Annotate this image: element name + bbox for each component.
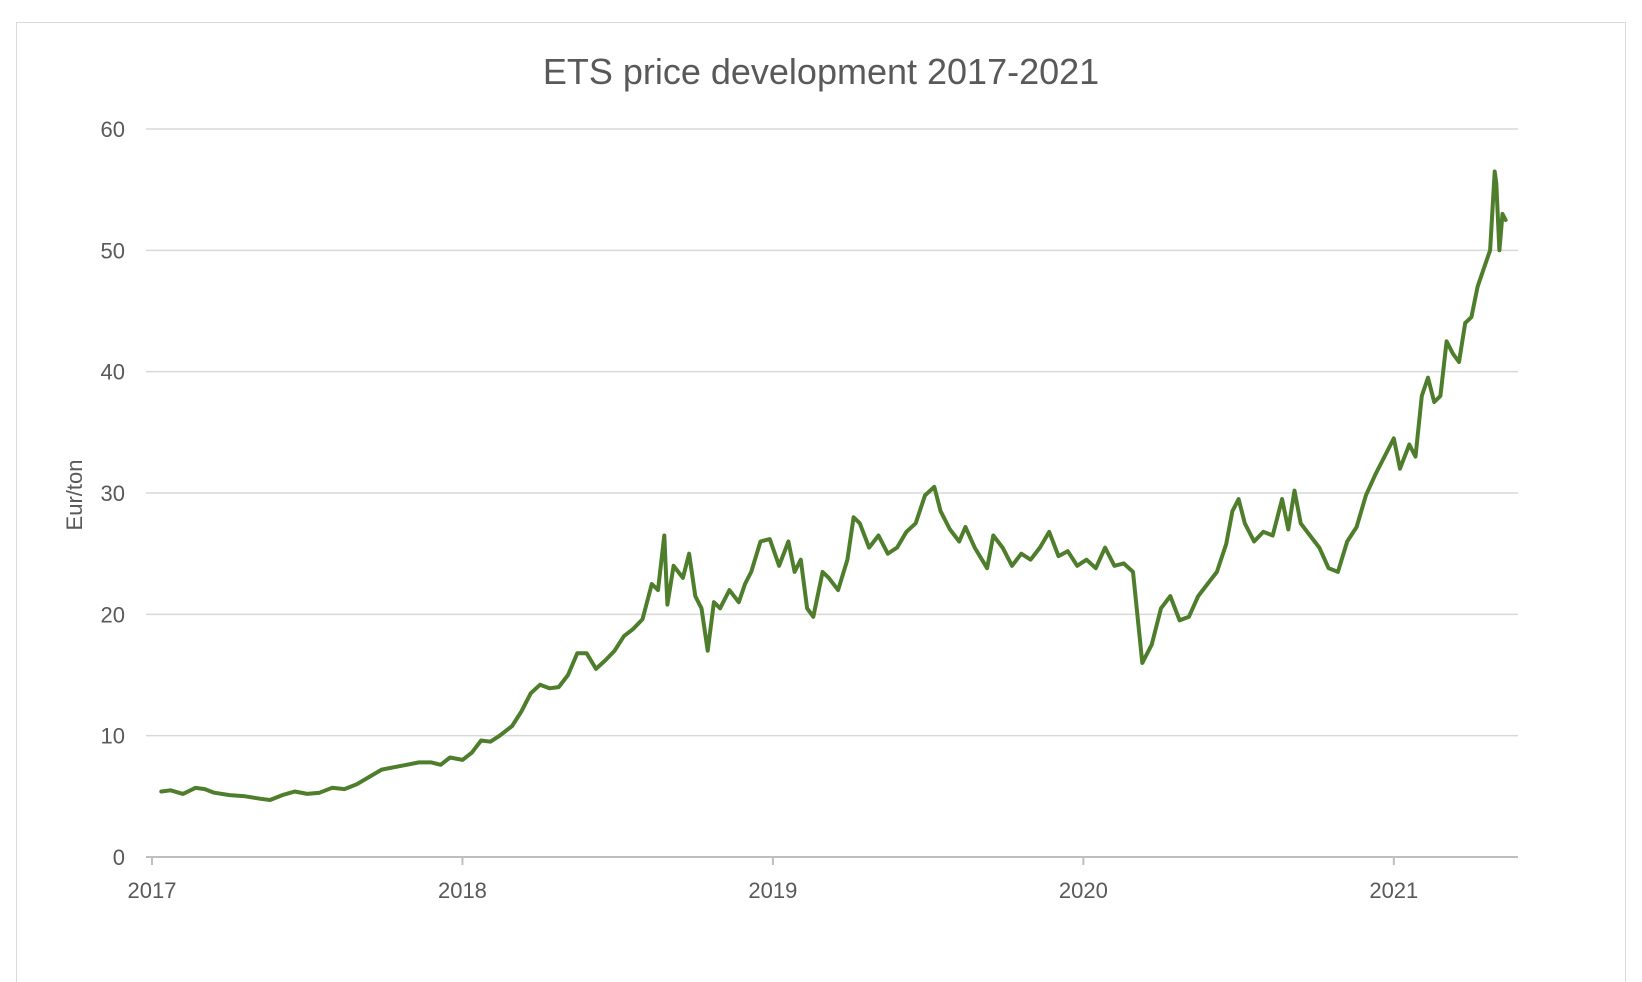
y-tick-label: 10 [101,724,125,749]
y-tick-label: 20 [101,602,125,627]
y-tick-label: 50 [101,238,125,263]
x-tick-label: 2018 [438,878,487,903]
y-tick-label: 0 [113,845,125,870]
x-tick-label: 2021 [1369,878,1418,903]
x-tick-labels: 2017 2018 2019 2020 2021 [128,857,1418,903]
y-tick-label: 40 [101,360,125,385]
y-tick-label: 60 [101,117,125,142]
y-axis-title: Eur/ton [62,460,87,531]
chart-title: ETS price development 2017-2021 [543,51,1099,92]
x-tick-label: 2017 [128,878,177,903]
x-tick-label: 2019 [748,878,797,903]
y-tick-label: 30 [101,481,125,506]
series-layer [159,169,1508,802]
y-tick-labels: 0 10 20 30 40 50 60 [101,117,125,870]
series-line-0 [159,169,1508,802]
x-tick-label: 2020 [1059,878,1108,903]
gridlines [146,128,1518,858]
chart-frame [16,22,1626,982]
